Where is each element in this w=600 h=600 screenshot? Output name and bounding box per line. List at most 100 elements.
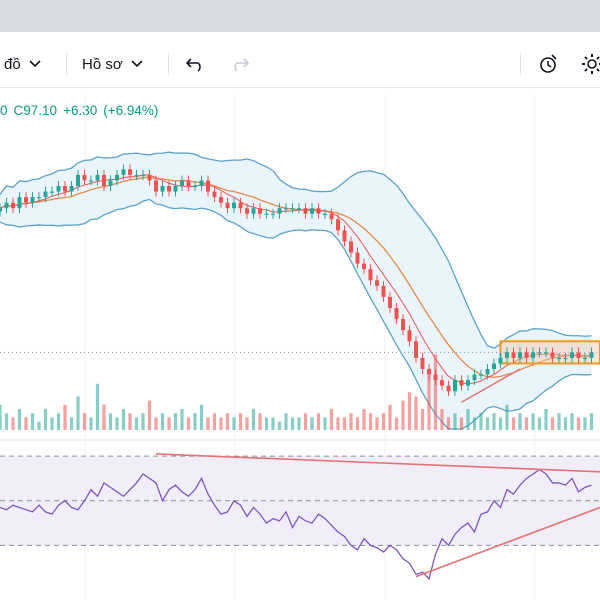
candle-body [589, 352, 594, 358]
candle-body [492, 363, 496, 369]
rsi-line [0, 468, 592, 581]
candle-body [550, 352, 555, 358]
volume-bar [160, 413, 165, 430]
bollinger-lower [0, 198, 592, 430]
candle-body [0, 208, 2, 212]
candle-body [388, 296, 392, 308]
volume-bar [557, 413, 561, 430]
candle-body [349, 241, 353, 253]
candle-body [427, 369, 431, 375]
volume-bar [115, 417, 119, 430]
candle-body [37, 197, 41, 199]
candle-body [342, 230, 347, 242]
candle-body [531, 352, 535, 358]
volume-bar [375, 417, 379, 430]
candle-body [50, 191, 54, 193]
toolbar-divider [520, 53, 521, 75]
candle-body [108, 180, 113, 186]
volume-bar [420, 409, 425, 430]
candle-body [69, 186, 74, 192]
volume-bar [284, 413, 288, 430]
candle-body [115, 174, 119, 181]
volume-bar [154, 417, 158, 430]
candle-body [329, 213, 334, 220]
candle-body [459, 380, 464, 386]
volume-bar [362, 409, 366, 430]
volume-bar [524, 417, 529, 430]
volume-bar [303, 413, 308, 430]
candle-body [303, 208, 308, 214]
chart-type-label: đồ [4, 55, 21, 73]
moving-average-fast [0, 174, 592, 385]
redo-button[interactable] [230, 41, 250, 87]
undo-icon [185, 58, 201, 72]
candle-body [394, 308, 399, 320]
volume-bar [550, 417, 555, 430]
candle-body [56, 186, 61, 192]
candle-body [238, 202, 243, 209]
candle-body [316, 208, 321, 214]
candle-body [446, 385, 451, 392]
volume-bar [323, 417, 327, 430]
volume-bar [141, 413, 145, 430]
volume-bar [4, 413, 9, 430]
volume-bar [310, 417, 314, 430]
alert-button[interactable] [538, 41, 560, 87]
volume-bar [544, 409, 548, 430]
volume-bar [108, 413, 113, 430]
volume-bar [17, 409, 22, 430]
volume-bar [342, 417, 347, 430]
volume-bar [388, 404, 392, 430]
candle-body [563, 357, 568, 360]
chart-type-dropdown[interactable]: đồ [4, 41, 41, 87]
profile-dropdown[interactable]: Hồ sơ [82, 41, 143, 87]
volume-bar [186, 417, 191, 430]
candle-body [76, 174, 80, 186]
volume-bar [206, 417, 210, 430]
volume-bar [511, 417, 516, 430]
candle-body [134, 174, 139, 177]
volume-bar [264, 417, 269, 430]
candle-body [43, 191, 48, 198]
price-candles [0, 164, 594, 403]
volume-bar [180, 409, 184, 430]
volume-bar [82, 413, 87, 430]
chevron-down-icon [131, 57, 143, 71]
toolbar-divider [168, 53, 169, 75]
volume-bar [76, 396, 80, 430]
volume-bar [134, 417, 139, 430]
candle-body [518, 352, 522, 358]
candle-body [206, 180, 210, 192]
bollinger-bands [0, 151, 600, 430]
candle-body [336, 219, 340, 231]
alert-clock-icon [540, 54, 557, 73]
volume-bar [446, 417, 451, 430]
volume-bar [225, 413, 230, 430]
volume-bar [583, 417, 587, 430]
volume-bar [277, 421, 282, 430]
volume-bar [167, 417, 171, 430]
candle-body [167, 186, 171, 192]
undo-button[interactable] [185, 41, 205, 87]
legend-change: +6.30 [63, 103, 98, 118]
candle-body [186, 180, 191, 186]
volume-bar [316, 413, 321, 430]
profile-label: Hồ sơ [82, 55, 123, 73]
candle-body [381, 285, 386, 297]
volume-bar [37, 421, 41, 430]
chart-toolbar: đồ Hồ sơ [0, 41, 600, 88]
candle-body [271, 213, 275, 215]
volume-bar [537, 417, 542, 430]
volume-bar [498, 417, 503, 430]
volume-bar [251, 409, 256, 430]
candle-body [570, 352, 574, 358]
volume-bar [258, 413, 262, 430]
volume-bar [128, 413, 132, 430]
volume-bar [485, 417, 490, 430]
volume-bar [349, 413, 353, 430]
volume-bar [199, 404, 204, 430]
candle-body [232, 202, 236, 209]
settings-button[interactable] [580, 41, 600, 87]
volume-bar [433, 354, 438, 430]
